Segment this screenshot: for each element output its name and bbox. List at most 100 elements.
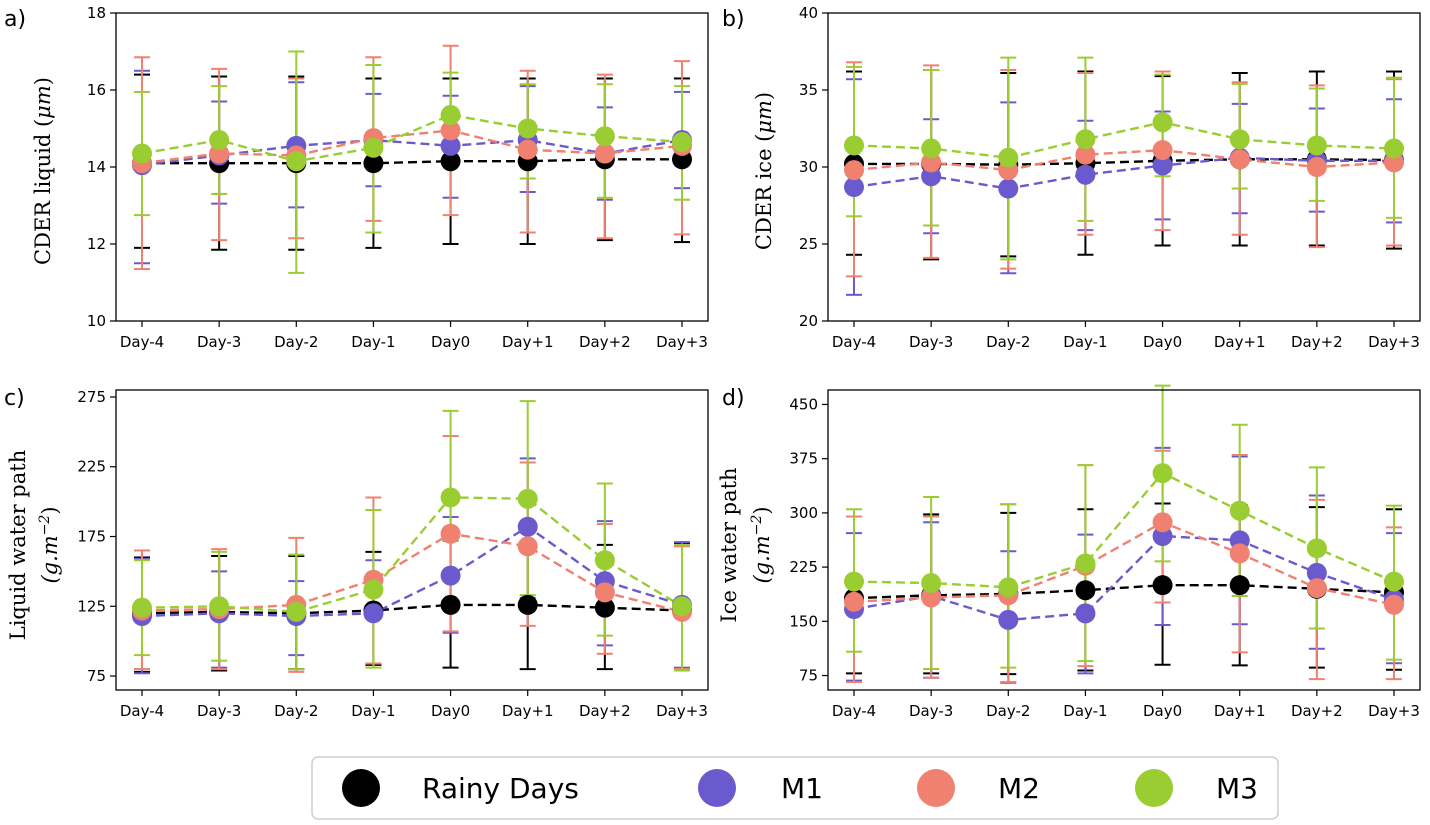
panel-b-chart: b) CDER ice (μm) 20 25 30 35 40 Day-4 Day-3 Day… — [722, 4, 1421, 351]
panel-b-m3-point — [1075, 129, 1096, 150]
panel-b-m3-point — [1306, 135, 1327, 156]
panel-a-ylabel-close: ) — [31, 77, 55, 85]
panel-a-m2-point — [517, 139, 538, 160]
panel-a-ylabel-unit: μm — [31, 85, 55, 119]
panel-c-m3-point — [209, 596, 230, 617]
panel-b-m1-point — [921, 166, 942, 187]
panel-c-xtick-label: Day+2 — [579, 702, 631, 720]
panel-d-ytick-label: 225 — [789, 558, 818, 576]
panel-d-xtick-label: Day-3 — [909, 702, 953, 720]
panel-b-axes-frame — [827, 12, 1421, 322]
legend-marker-rainy-days — [342, 769, 380, 807]
panel-a-xtick-label: Day-3 — [197, 333, 241, 351]
panel-d-m3-point — [1384, 571, 1404, 592]
panel-c-rainy-point — [440, 594, 461, 615]
panel-b-xtick-label: Day0 — [1143, 333, 1182, 351]
panel-b-ylabel-main: CDER ice ( — [752, 134, 776, 251]
panel-a-axes-frame — [115, 12, 709, 322]
panel-d-m3-point — [998, 577, 1019, 598]
legend: Rainy Days M1 M2 M3 — [311, 756, 1279, 820]
panel-d-m3-point — [1152, 463, 1173, 484]
panel-a-chart: a) CDER liquid (μm) 10 12 14 16 18 Day-4 Day-3… — [4, 4, 709, 351]
panel-b-m3-point — [1229, 129, 1250, 150]
panel-d-letter: d) — [722, 386, 745, 411]
panel-c-ytick-label: 125 — [77, 597, 106, 615]
panel-c-m3-point — [363, 579, 384, 600]
panel-b-m1-point — [844, 177, 864, 198]
panel-d-rainy-point — [1229, 575, 1250, 596]
panel-c-rainy-point — [517, 594, 538, 615]
panel-a-m2-line — [141, 129, 683, 165]
panel-a-rainy-point — [363, 153, 384, 174]
panel-a-m1-point — [440, 135, 461, 156]
panel-d-m3-point — [1306, 538, 1327, 559]
panel-d-m1-point — [1152, 526, 1173, 547]
panel-c-xtick-label: Day0 — [431, 702, 470, 720]
panel-c-xtick-label: Day-3 — [197, 702, 241, 720]
panel-b-m1-point — [1075, 164, 1096, 185]
panel-c-m2-point — [594, 582, 615, 603]
panel-c-m3-point — [672, 596, 692, 617]
panel-b-ylabel-close: ) — [752, 92, 776, 100]
panel-d-xtick-label: Day-1 — [1063, 702, 1107, 720]
panel-d-m2-point — [1229, 543, 1250, 564]
panel-a-m3-point — [594, 126, 615, 147]
panel-c-xtick-label: Day-1 — [351, 702, 395, 720]
panel-c-rainy-point — [594, 597, 615, 618]
legend-label-m3: M3 — [1216, 772, 1258, 805]
legend-marker-m1 — [698, 769, 736, 807]
legend-label-rainy-days: Rainy Days — [422, 772, 579, 805]
panel-c-m1-point — [363, 603, 384, 624]
panel-b-ytick-label: 35 — [799, 81, 818, 99]
panel-d-m2-point — [921, 587, 942, 608]
panel-b-ytick-label: 30 — [799, 158, 818, 176]
panel-c-rainy-line — [141, 603, 683, 615]
panel-c-ylabel-line1: Liquid water path — [6, 450, 30, 640]
panel-b-m1-point — [998, 178, 1019, 199]
panel-b-m2-point — [1152, 140, 1173, 161]
panel-a-xtick-label: Day+2 — [579, 333, 631, 351]
legend-label-m1: M1 — [781, 772, 823, 805]
panel-a-rainy-line — [142, 158, 682, 165]
panel-b-xtick-label: Day-4 — [832, 333, 876, 351]
panel-d-ylabel-unit: (g.m — [750, 535, 774, 583]
panel-c-chart: c) Liquid water path (g.m−2) 75 125 175 225… — [4, 386, 709, 720]
panel-c-m3-point — [517, 488, 538, 509]
panel-d-ylabel-line1: Ice water path — [717, 467, 741, 622]
panel-a-xtick-label: Day-4 — [120, 333, 164, 351]
panel-d-m2-point — [1384, 594, 1404, 615]
panel-a-m3-point — [672, 131, 692, 152]
panel-d-chart: d) Ice water path (g.m−2) 75 150 225 300 375… — [717, 384, 1421, 720]
panel-d-rainy-line — [853, 584, 1395, 600]
panel-a-ylabel: CDER liquid (μm) — [31, 77, 55, 265]
panel-b-m2-point — [1384, 152, 1404, 173]
panel-a-xtick-label: Day0 — [431, 333, 470, 351]
panel-c-ylabel-line2: (g.m−2) — [37, 506, 62, 583]
panel-d-ytick-label: 375 — [789, 450, 818, 468]
panel-d-axes-frame — [827, 389, 1421, 691]
panel-c-xtick-label: Day+3 — [656, 702, 708, 720]
panel-c-m3-point — [286, 601, 307, 622]
panel-b-m2-line — [853, 148, 1395, 172]
panel-b-m2-point — [844, 160, 864, 181]
panel-c-m1-point — [440, 565, 461, 586]
panel-c-m2-point — [440, 523, 461, 544]
panel-c-ylabel-unit: (g.m — [38, 535, 62, 583]
panel-b-ytick-label: 25 — [799, 235, 818, 253]
panel-c-m1-point — [517, 516, 538, 537]
panel-a-m3-point — [363, 137, 384, 158]
panel-c-xtick-label: Day-4 — [120, 702, 164, 720]
panel-d-ytick-label: 150 — [789, 612, 818, 630]
panel-b-m3-point — [1152, 112, 1173, 133]
panel-d-m3-point — [1075, 553, 1096, 574]
panel-b-m2-point — [1306, 157, 1327, 177]
panel-b-m2-point — [921, 152, 942, 173]
panel-c-xtick-label: Day+1 — [502, 702, 554, 720]
panel-a-rainy-point — [440, 151, 461, 172]
panel-c-m3-point — [440, 487, 461, 508]
panel-c-m1-line — [141, 525, 683, 618]
panel-c-m3-point — [132, 597, 152, 618]
panel-a-xtick-label: Day+3 — [656, 333, 708, 351]
panel-d-ylabel-sup: −2 — [749, 515, 765, 536]
